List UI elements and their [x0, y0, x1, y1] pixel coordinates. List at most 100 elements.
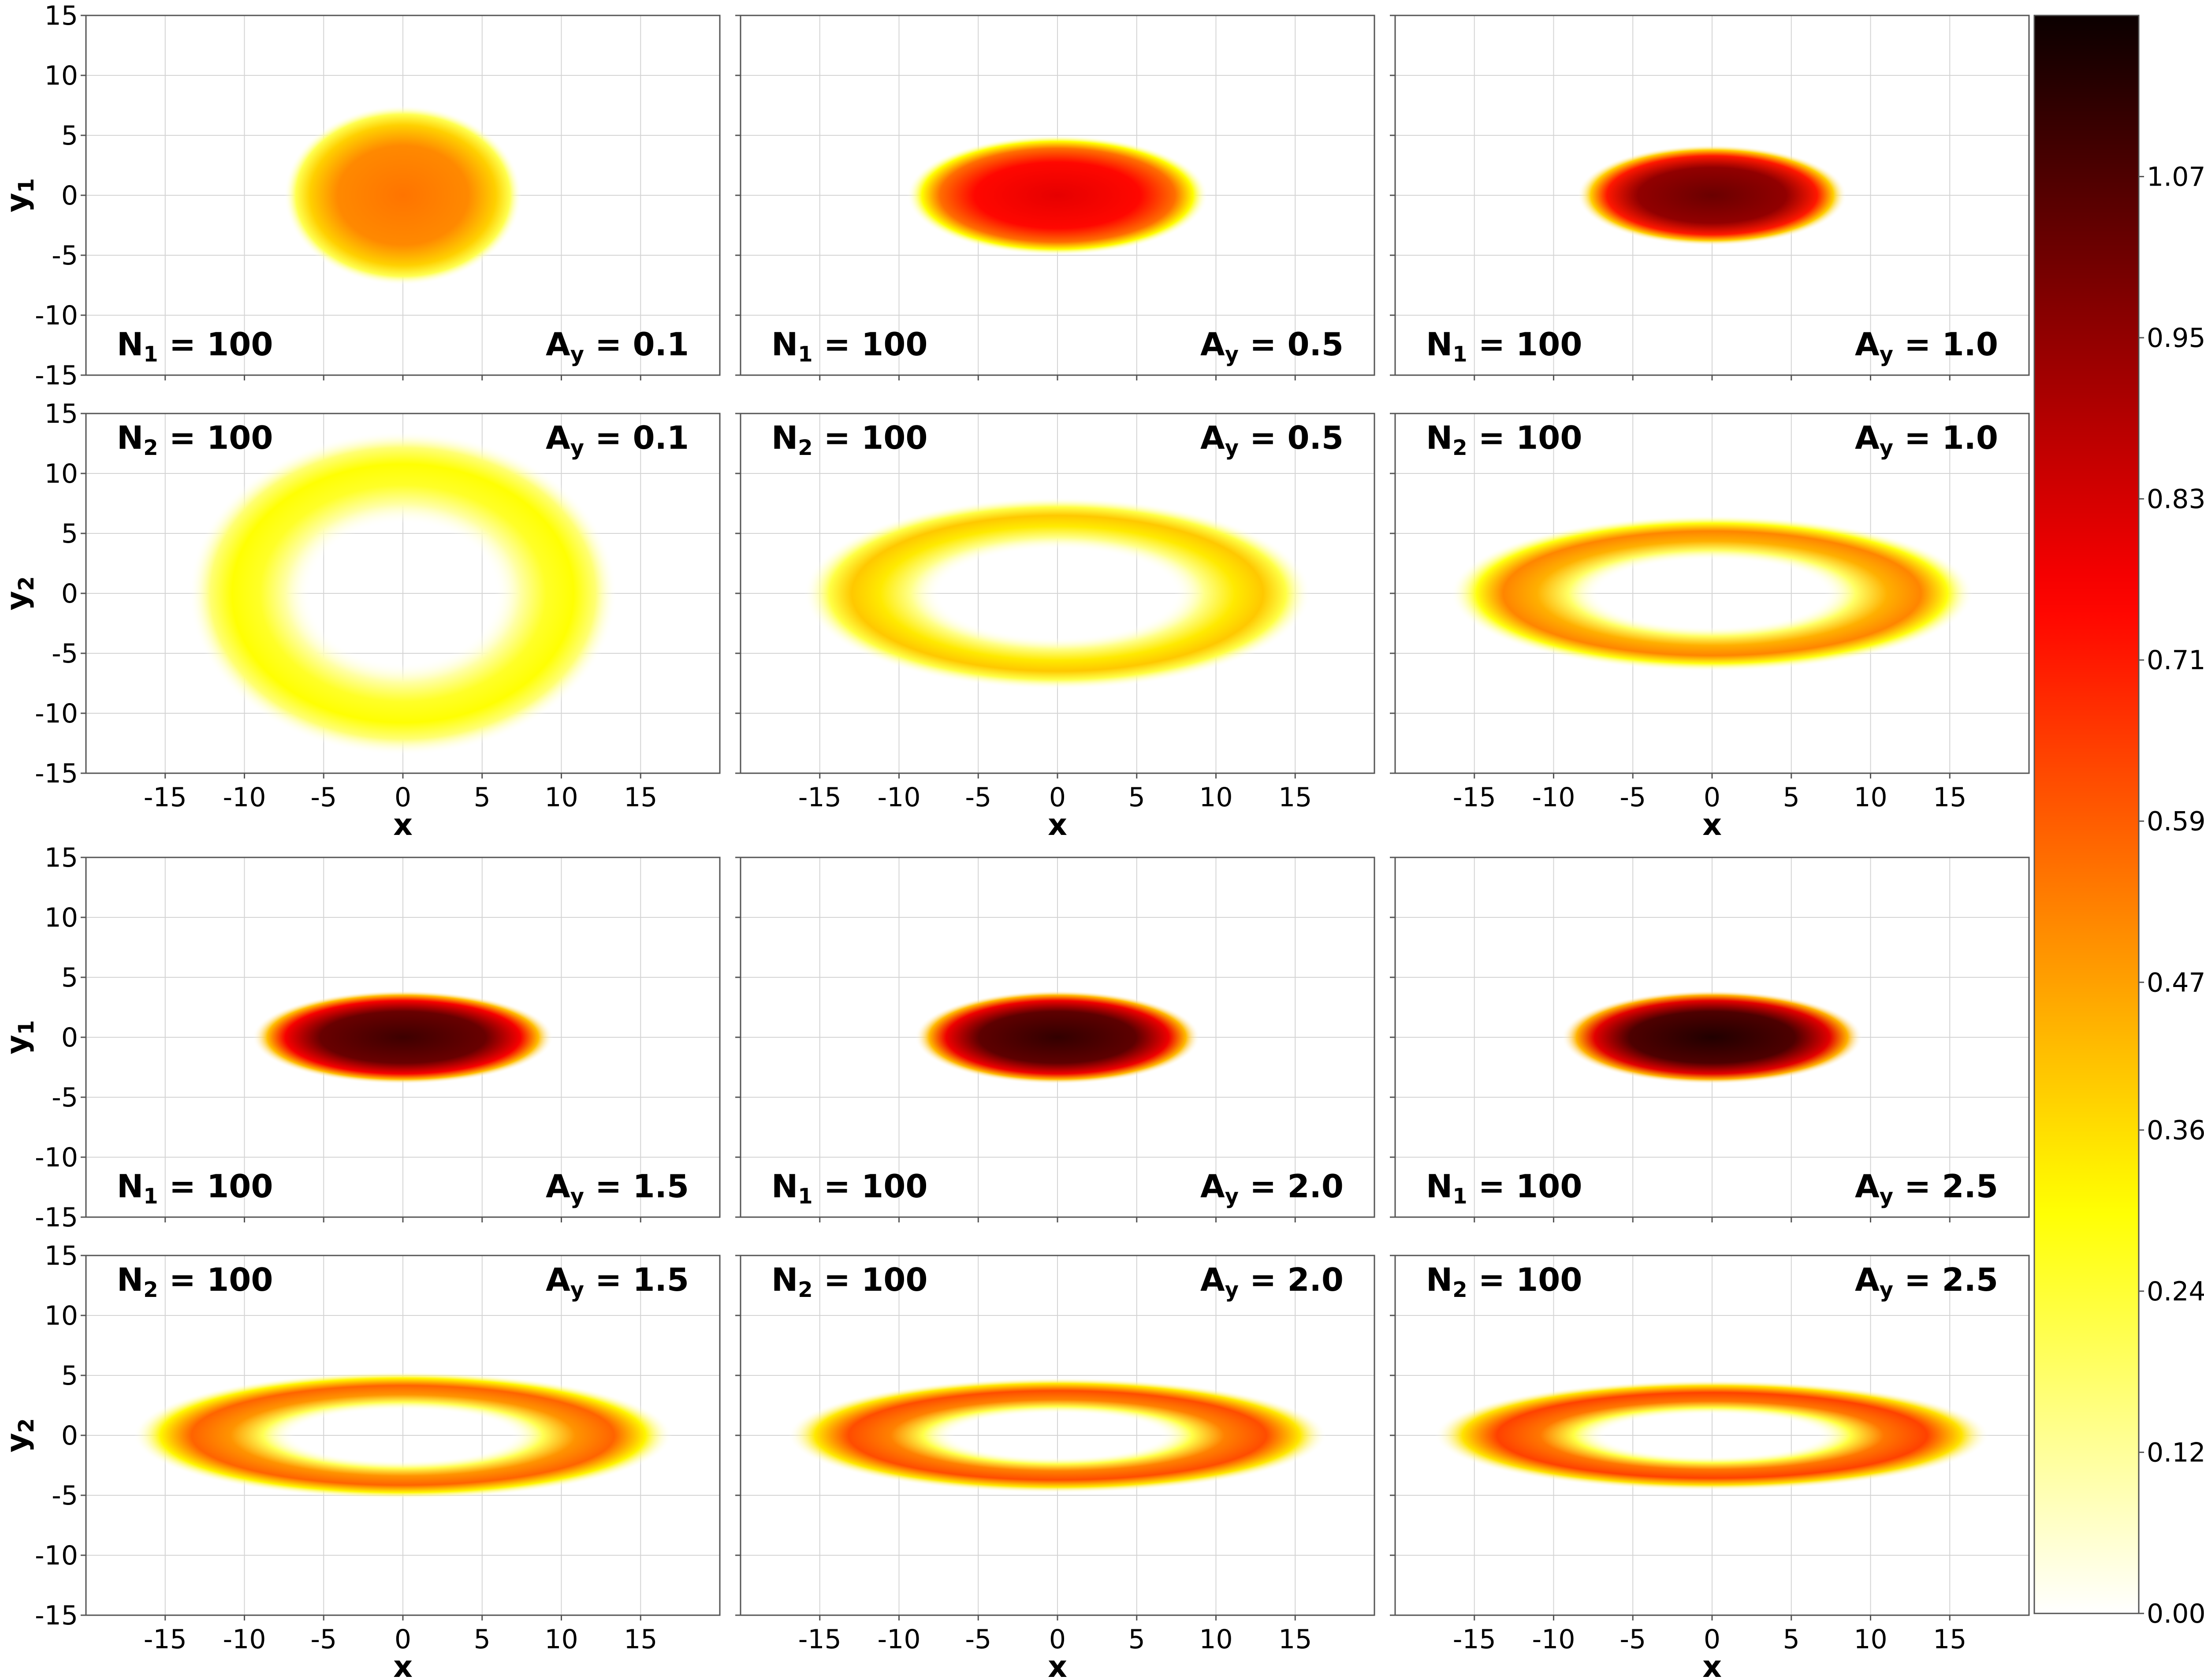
amplitude-label: Ay = 1.0 — [1855, 419, 1998, 460]
particle-count-label: N1 = 100 — [1426, 1168, 1582, 1209]
particle-count-label: N1 = 100 — [771, 1168, 927, 1209]
amplitude-label: Ay = 2.0 — [1200, 1168, 1344, 1209]
density-blob — [1577, 145, 1847, 246]
x-tick-label: 10 — [1854, 1624, 1887, 1655]
x-tick-label: 5 — [474, 782, 491, 813]
colorbar-tick-label: 1.07 — [2147, 162, 2204, 193]
x-tick-label: 10 — [544, 1624, 578, 1655]
colorbar-tick-label: 0.71 — [2147, 645, 2204, 676]
colorbar-tick-label: 0.24 — [2147, 1276, 2204, 1307]
panel-r0-c1: N1 = 100 Ay = 0.5 — [735, 15, 1375, 380]
y-tick-label: 5 — [61, 1360, 78, 1391]
gridlines — [1395, 857, 2029, 1218]
x-tick-label: -10 — [878, 1624, 921, 1655]
x-tick-label: -5 — [310, 782, 337, 813]
y-tick-label: 10 — [45, 60, 78, 91]
amplitude-label: Ay = 0.1 — [546, 419, 689, 460]
colorbar-tick-label: 0.12 — [2147, 1437, 2204, 1468]
panel-r2-c1: N1 = 100 Ay = 2.0 — [735, 857, 1375, 1222]
amplitude-label: Ay = 1.5 — [546, 1168, 689, 1209]
x-tick-label: 10 — [1199, 782, 1232, 813]
colorbar-tick-label: 0.95 — [2147, 323, 2204, 354]
y-tick-label: -15 — [35, 1600, 78, 1631]
y-tick-label: 10 — [45, 458, 78, 489]
y-axis-label: y1 — [0, 1020, 39, 1054]
y-tick-label: -10 — [35, 1540, 78, 1571]
amplitude-label: Ay = 0.5 — [1200, 419, 1344, 460]
panel-r3-c1: -15 -10 -5 0 5 10 15 x N2 = 100 Ay = 2.0 — [735, 1255, 1375, 1680]
y-tick-label: 5 — [61, 120, 78, 151]
amplitude-label: Ay = 2.5 — [1855, 1261, 1998, 1302]
density-blob — [788, 1378, 1327, 1493]
y-tick-label: -15 — [35, 360, 78, 391]
x-tick-label: 15 — [1933, 782, 1966, 813]
amplitude-label: Ay = 2.0 — [1200, 1261, 1344, 1302]
y-tick-label: 0 — [61, 1022, 78, 1053]
x-tick-label: -10 — [1532, 782, 1575, 813]
density-blob — [1434, 1380, 1990, 1491]
x-axis-label: x — [393, 808, 413, 842]
particle-count-label: N2 = 100 — [771, 419, 927, 460]
panel-r1-c0: 15 10 5 0 -5 -10 -15 -15 -10 -5 0 5 10 15 x y2 N2 = 100 A… — [0, 399, 721, 842]
x-axis-label: x — [1702, 808, 1722, 842]
x-tick-label: -10 — [1532, 1624, 1575, 1655]
x-tick-label: 0 — [1049, 782, 1066, 813]
y-tick-label: 5 — [61, 962, 78, 993]
x-tick-label: 15 — [1278, 782, 1312, 813]
particle-count-label: N1 = 100 — [117, 326, 273, 367]
density-blob — [804, 497, 1311, 689]
y-tick-label: -10 — [35, 300, 78, 331]
x-tick-label: 5 — [1128, 1624, 1145, 1655]
x-tick-label: -10 — [223, 1624, 266, 1655]
colorbar-gradient — [2034, 15, 2139, 1613]
y-axis-label: y2 — [0, 576, 39, 611]
x-tick-label: -5 — [1619, 782, 1646, 813]
x-tick-label: 0 — [1049, 1624, 1066, 1655]
x-tick-label: 15 — [624, 1624, 657, 1655]
colorbar-tick-label: 0.47 — [2147, 967, 2204, 998]
x-tick-label: 5 — [1783, 1624, 1800, 1655]
y-tick-label: 10 — [45, 1300, 78, 1331]
y-tick-label: 15 — [45, 0, 78, 31]
panel-grid: 15 10 5 0 -5 -10 -15 y1 N1 = 100 Ay = 0.1 N1 = 100… — [0, 0, 2030, 1680]
y-tick-label: -10 — [35, 1142, 78, 1173]
panel-r3-c2: -15 -10 -5 0 5 10 15 x N2 = 100 Ay = 2.5 — [1390, 1255, 2030, 1680]
colorbar: 0.00 0.12 0.24 0.36 0.47 0.59 0.71 0.83 0.95 1.07 — [2033, 15, 2204, 1629]
density-blob — [915, 990, 1200, 1084]
particle-count-label: N2 = 100 — [1426, 419, 1582, 460]
y-tick-label: 5 — [61, 518, 78, 549]
x-tick-label: -15 — [144, 1624, 187, 1655]
particle-count-label: N2 = 100 — [771, 1261, 927, 1302]
density-blob — [133, 1371, 673, 1499]
y-tick-label: -5 — [52, 638, 78, 669]
density-blob — [252, 990, 554, 1084]
colorbar-tick-label: 0.36 — [2147, 1115, 2204, 1146]
colorbar-tick-label: 0.59 — [2147, 806, 2204, 837]
density-blob — [1561, 990, 1863, 1084]
x-axis-label: x — [1048, 1650, 1067, 1680]
particle-count-label: N1 = 100 — [771, 326, 927, 367]
y-tick-label: 0 — [61, 1420, 78, 1451]
colorbar-tick-label: 0.00 — [2147, 1598, 2204, 1629]
y-tick-label: -15 — [35, 1202, 78, 1233]
amplitude-label: Ay = 1.5 — [546, 1261, 689, 1302]
particle-count-label: N2 = 100 — [117, 419, 273, 460]
y-tick-label: 0 — [61, 180, 78, 211]
y-tick-label: -5 — [52, 1480, 78, 1511]
x-tick-label: 0 — [395, 782, 411, 813]
particle-count-label: N1 = 100 — [117, 1168, 273, 1209]
x-tick-label: 15 — [624, 782, 657, 813]
particle-count-label: N1 = 100 — [1426, 326, 1582, 367]
x-tick-label: -10 — [878, 782, 921, 813]
y-tick-label: 10 — [45, 902, 78, 933]
colorbar-tick-label: 0.83 — [2147, 484, 2204, 515]
y-tick-label: 0 — [61, 578, 78, 609]
x-tick-label: 15 — [1933, 1624, 1966, 1655]
x-tick-label: -5 — [965, 1624, 991, 1655]
x-tick-label: -5 — [1619, 1624, 1646, 1655]
x-tick-label: -15 — [1453, 1624, 1496, 1655]
x-tick-label: -15 — [798, 1624, 841, 1655]
particle-count-label: N2 = 100 — [117, 1261, 273, 1302]
density-blob — [1450, 515, 1974, 671]
